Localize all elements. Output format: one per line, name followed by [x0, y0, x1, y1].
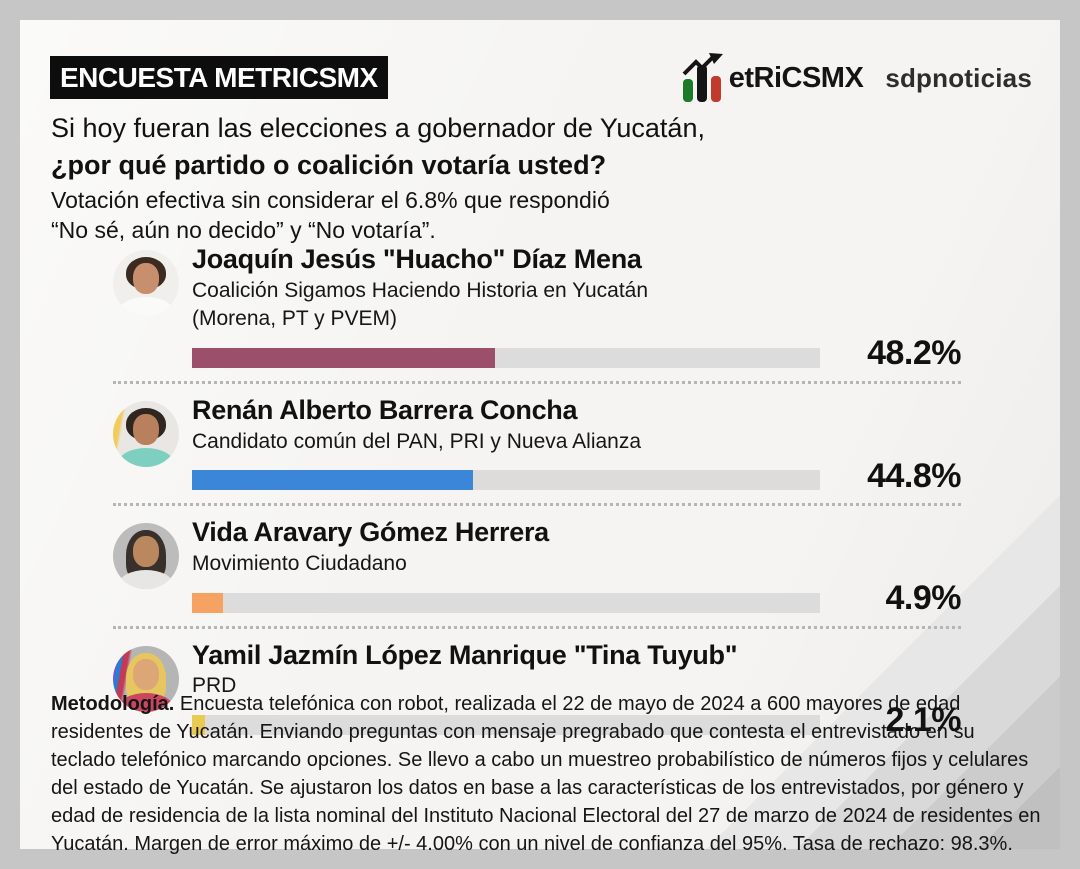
result-bar-fill: [192, 715, 206, 736]
result-bar-row: 48.2%: [192, 334, 962, 373]
page-title: ENCUESTA METRICSMX: [50, 56, 388, 99]
candidate-info: Renán Alberto Barrera Concha Candidato c…: [192, 395, 962, 495]
metricsmx-logo: etRiCSMX: [680, 52, 864, 104]
result-bar-track: [192, 470, 820, 491]
candidate-row: Vida Aravary Gómez Herrera Movimiento Ci…: [113, 506, 962, 629]
candidate-row: Joaquín Jesús "Huacho" Díaz Mena Coalici…: [113, 233, 962, 385]
avatar-face: [133, 263, 159, 294]
result-bar-fill: [192, 592, 223, 613]
avatar: [113, 250, 179, 316]
avatar: [113, 401, 179, 468]
brand-area: etRiCSMX sdpnoticias: [680, 52, 1032, 104]
candidate-name: Renán Alberto Barrera Concha: [192, 395, 578, 426]
methodology-text: Encuesta telefónica con robot, realizada…: [51, 693, 1041, 855]
candidate-party: Candidato común del PAN, PRI y Nueva Ali…: [192, 429, 642, 453]
result-bar-track: [192, 592, 820, 613]
methodology-label: Metodología.: [51, 693, 175, 715]
metricsmx-logo-icon: [682, 53, 723, 102]
result-bar-row: 44.8%: [192, 456, 962, 495]
content: ENCUESTA METRICSMX etRiCSMX sdpnoticias: [20, 20, 1060, 855]
result-bar-row: 4.9%: [192, 578, 962, 617]
avatar-shirt: [119, 448, 173, 468]
sdpnoticias-logo-text: sdpnoticias: [885, 62, 1032, 93]
candidate-info: Joaquín Jesús "Huacho" Díaz Mena Coalici…: [192, 244, 962, 373]
candidate-party: Coalición Sigamos Haciendo Historia en Y…: [192, 278, 649, 302]
avatar-shirt: [119, 570, 173, 590]
candidate-name: Joaquín Jesús "Huacho" Díaz Mena: [192, 244, 642, 274]
avatar-face: [133, 536, 159, 568]
candidate-name: Vida Aravary Gómez Herrera: [192, 517, 549, 548]
candidate-name: Yamil Jazmín López Manrique "Tina Tuyub": [192, 639, 738, 670]
question-line-1: Si hoy fueran las elecciones a gobernado…: [51, 113, 705, 143]
question-note-1: Votación efectiva sin considerar el 6.8%…: [51, 186, 610, 213]
result-bar-fill: [192, 470, 474, 491]
result-percentage: 4.9%: [885, 578, 962, 617]
panel-background: ENCUESTA METRICSMX etRiCSMX sdpnoticias: [20, 20, 1060, 855]
methodology: Metodología. Encuesta telefónica con rob…: [51, 690, 1043, 858]
result-percentage: 44.8%: [867, 456, 961, 495]
question-note-2: “No sé, aún no decido” y “No votaría”.: [51, 217, 436, 244]
results-list: Joaquín Jesús "Huacho" Díaz Mena Coalici…: [113, 233, 962, 748]
question-line-2: ¿por qué partido o coalición votaría ust…: [51, 150, 607, 181]
candidate-row: Renán Alberto Barrera Concha Candidato c…: [113, 384, 962, 507]
avatar-face: [133, 658, 159, 690]
header: ENCUESTA METRICSMX etRiCSMX sdpnoticias: [50, 48, 1032, 104]
result-bar-fill: [192, 348, 495, 369]
candidate-info: Vida Aravary Gómez Herrera Movimiento Ci…: [192, 517, 962, 617]
question-block: Si hoy fueran las elecciones a gobernado…: [51, 112, 705, 245]
avatar: [113, 645, 179, 712]
avatar-shirt: [119, 297, 173, 316]
candidate-party: PRD: [192, 674, 237, 698]
result-bar-track: [192, 348, 820, 369]
candidate-party: Movimiento Ciudadano: [192, 552, 407, 576]
avatar-shirt: [119, 692, 173, 712]
result-percentage: 48.2%: [867, 334, 961, 373]
metricsmx-logo-text: etRiCSMX: [728, 61, 864, 94]
avatar-face: [133, 414, 159, 446]
avatar: [113, 523, 179, 590]
candidate-party-line-2: (Morena, PT y PVEM): [192, 307, 397, 331]
